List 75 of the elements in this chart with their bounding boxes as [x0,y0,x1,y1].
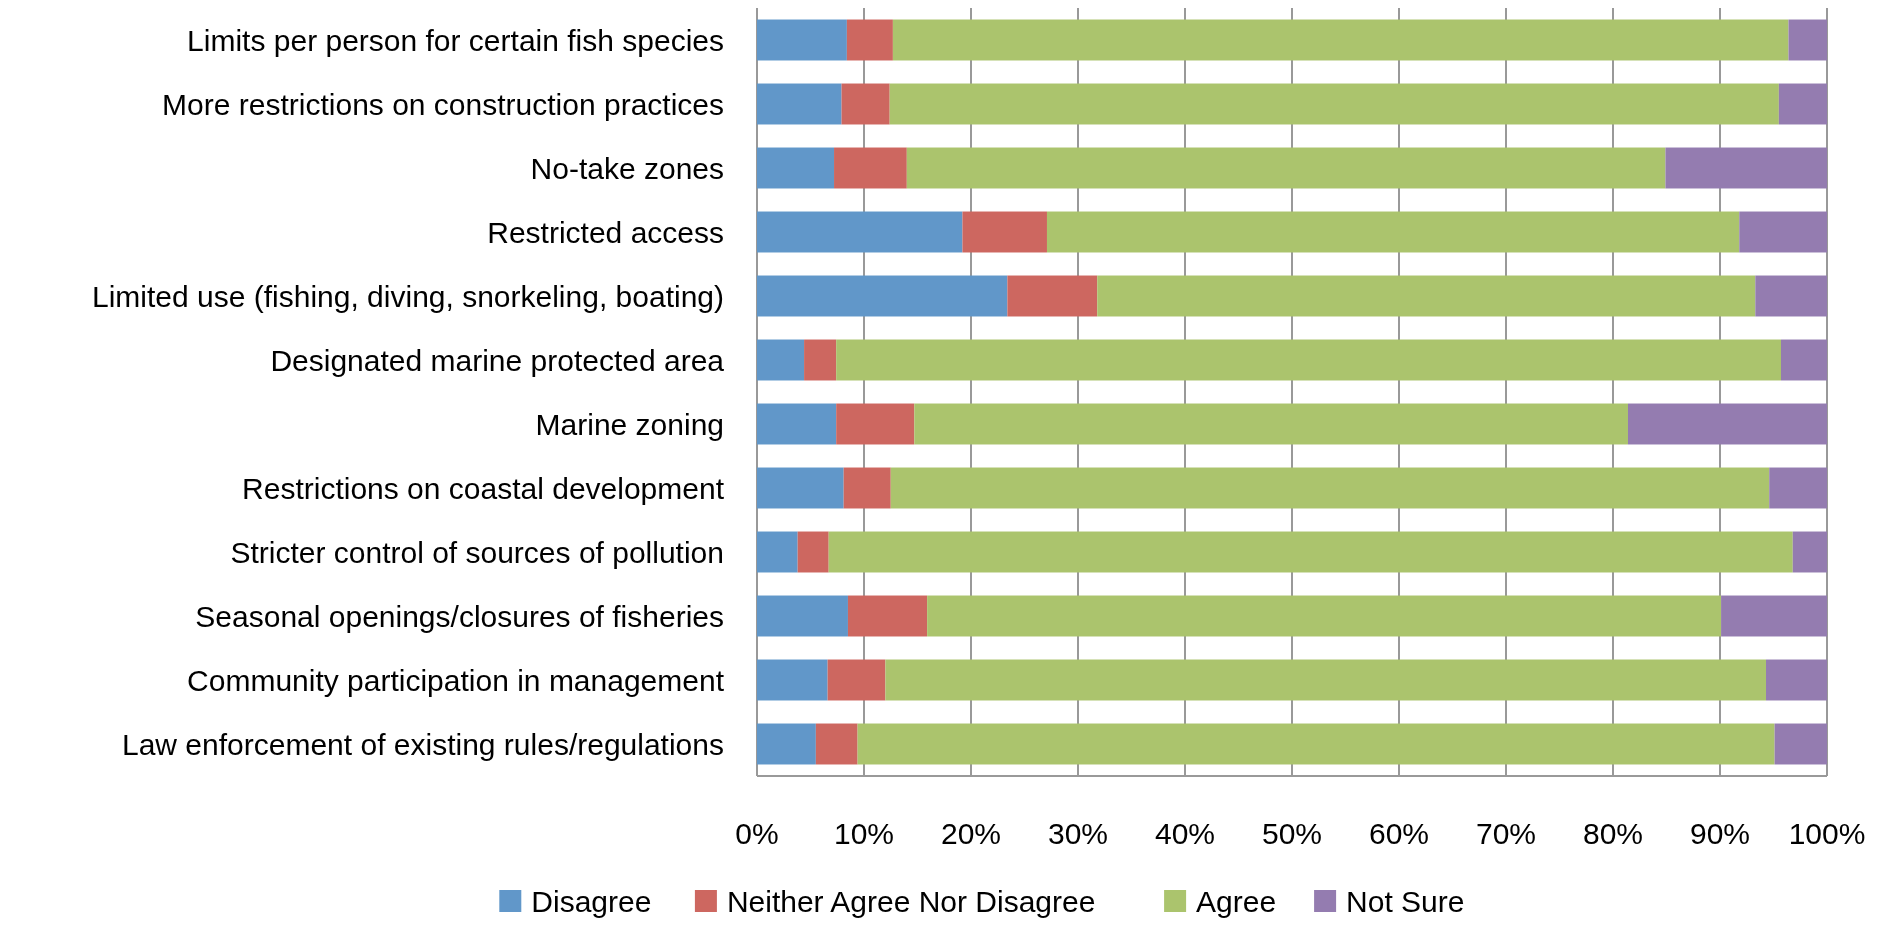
y-tick-label: Limited use (fishing, diving, snorkeling, boating) [91,279,724,313]
bar [1721,595,1827,637]
bar [1739,211,1827,253]
bar [1046,211,1740,253]
legend-label: Not Sure [1346,885,1465,918]
y-tick-label: Stricter control of sources of pollution [230,535,724,569]
y-tick-label: Law enforcement of existing rules/regulations [122,727,724,761]
x-tick-label: 70% [1475,817,1537,850]
bar [1627,403,1827,445]
bar [757,595,848,637]
x-tick-label: 60% [1368,817,1430,850]
bar [1769,467,1827,509]
bar [857,723,1775,765]
bar [1007,275,1098,317]
bar [757,211,963,253]
y-tick-label: More restrictions on construction practices [162,87,724,121]
bar [906,147,1666,189]
bar [1665,147,1827,189]
bar [1766,659,1827,701]
x-tick-label: 100% [1788,817,1866,850]
bar [890,467,1770,509]
legend-label: Agree [1196,885,1277,918]
bar [757,467,844,509]
bar [1780,339,1827,381]
bar [834,147,907,189]
y-tick-label: Designated marine protected area [270,343,725,377]
bar [828,531,1793,573]
bar [1755,275,1827,317]
bar [757,19,847,61]
bar [1774,723,1827,765]
x-tick-label: 40% [1154,817,1216,850]
bar [1788,19,1827,61]
bar [757,659,828,701]
bar [757,83,842,125]
y-tick-label: Limits per person for certain fish species [187,23,724,57]
y-tick-label: Community participation in management [187,663,725,697]
bar [1792,531,1827,573]
y-tick-label: Restrictions on coastal development [242,471,725,505]
bar [757,147,835,189]
legend-label: Disagree [531,885,652,918]
x-tick-label: 30% [1047,817,1109,850]
x-tick-label: 20% [940,817,1002,850]
y-tick-label: Marine zoning [535,407,724,441]
y-tick-label: Restricted access [487,215,724,249]
y-tick-label: Seasonal openings/closures of fisheries [195,599,724,633]
bar [914,403,1628,445]
bar [847,595,928,637]
bar [1097,275,1756,317]
bar [827,659,886,701]
bar [757,403,837,445]
bar [757,723,816,765]
x-tick-label: 50% [1261,817,1323,850]
bar [757,275,1008,317]
bar [797,531,829,573]
bar [962,211,1047,253]
bar [1778,83,1827,125]
bar [885,659,1767,701]
bar [889,83,1779,125]
x-tick-label: 90% [1689,817,1751,850]
bar [846,19,893,61]
y-tick-label: No-take zones [530,151,724,185]
bar [892,19,1789,61]
bar [757,531,798,573]
bar [843,467,891,509]
x-tick-label: 10% [833,817,895,850]
bar [927,595,1722,637]
bar [836,403,915,445]
bar [804,339,837,381]
x-tick-label: 80% [1582,817,1644,850]
x-tick-label: 0% [735,817,779,850]
bar [841,83,890,125]
bar [757,339,805,381]
legend-label: Neither Agree Nor Disagree [726,885,1096,918]
bar [815,723,858,765]
bar [836,339,1781,381]
